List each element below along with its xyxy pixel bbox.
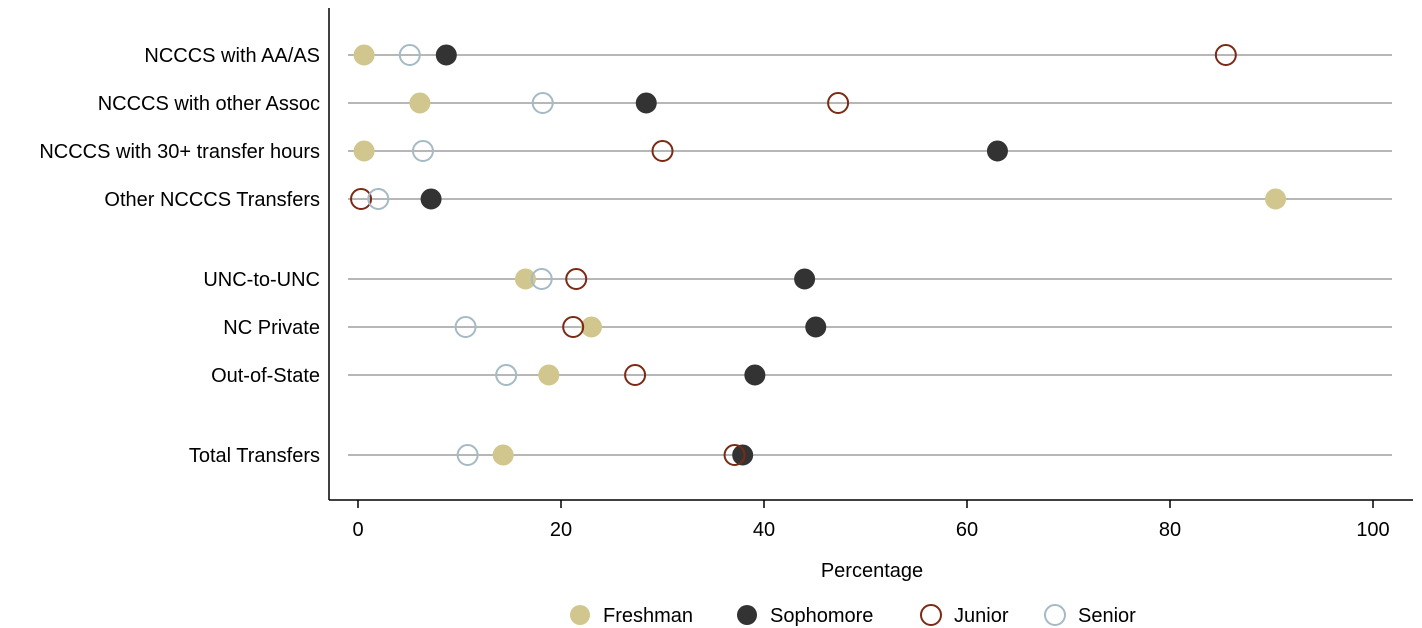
category-label: NCCCS with other Assoc bbox=[98, 93, 320, 115]
legend: Freshman Sophomore Junior Senior bbox=[570, 604, 1136, 627]
data-point-junior bbox=[723, 444, 746, 466]
legend-item: Junior bbox=[920, 604, 1009, 627]
data-point-sophomore bbox=[986, 140, 1008, 162]
data-point-senior bbox=[367, 188, 390, 210]
legend-item: Senior bbox=[1044, 604, 1136, 627]
data-point-freshman bbox=[492, 444, 514, 466]
category-label: Out-of-State bbox=[211, 365, 320, 387]
legend-label: Junior bbox=[954, 605, 1009, 627]
data-point-freshman bbox=[353, 140, 375, 162]
data-point-senior bbox=[530, 268, 553, 290]
legend-item: Freshman bbox=[570, 605, 693, 627]
category-label: NCCCS with 30+ transfer hours bbox=[39, 141, 320, 163]
legend-marker bbox=[570, 605, 590, 625]
data-point-junior bbox=[827, 92, 850, 114]
legend-label: Sophomore bbox=[770, 605, 873, 627]
x-axis-ticks: 0 20 40 60 80 100 bbox=[352, 500, 1390, 541]
x-tick-label: 60 bbox=[956, 519, 978, 541]
x-tick-label: 100 bbox=[1356, 519, 1389, 541]
category-label: NCCCS with AA/AS bbox=[144, 45, 320, 67]
data-point-sophomore bbox=[744, 364, 766, 386]
data-point-senior bbox=[456, 444, 479, 466]
data-point-sophomore bbox=[805, 316, 827, 338]
data-point-freshman bbox=[538, 364, 560, 386]
category-label: UNC-to-UNC bbox=[203, 269, 320, 291]
data-point-sophomore bbox=[794, 268, 816, 290]
data-point-freshman bbox=[514, 268, 536, 290]
data-point-junior bbox=[565, 268, 588, 290]
x-tick-label: 20 bbox=[550, 519, 572, 541]
data-point-junior bbox=[624, 364, 647, 386]
x-axis-title: Percentage bbox=[821, 560, 923, 582]
data-point-senior bbox=[454, 316, 477, 338]
data-points bbox=[350, 44, 1287, 466]
legend-marker bbox=[1044, 604, 1066, 626]
data-point-senior bbox=[398, 44, 421, 66]
data-point-freshman bbox=[580, 316, 602, 338]
legend-marker bbox=[737, 605, 757, 625]
data-point-junior bbox=[350, 188, 373, 210]
x-tick-label: 80 bbox=[1159, 519, 1181, 541]
category-label: NC Private bbox=[223, 317, 320, 339]
legend-label: Senior bbox=[1078, 605, 1136, 627]
data-point-freshman bbox=[353, 44, 375, 66]
data-point-junior bbox=[1214, 44, 1237, 66]
legend-marker bbox=[920, 604, 942, 626]
data-point-freshman bbox=[409, 92, 431, 114]
x-tick-label: 40 bbox=[753, 519, 775, 541]
category-label: Total Transfers bbox=[189, 445, 320, 467]
data-point-sophomore bbox=[420, 188, 442, 210]
data-point-sophomore bbox=[732, 444, 754, 466]
data-point-senior bbox=[495, 364, 518, 386]
category-label: Other NCCCS Transfers bbox=[104, 189, 320, 211]
legend-label: Freshman bbox=[603, 605, 693, 627]
data-point-sophomore bbox=[635, 92, 657, 114]
x-tick-label: 0 bbox=[352, 519, 363, 541]
legend-item: Sophomore bbox=[737, 605, 873, 627]
category-labels: NCCCS with AA/AS NCCCS with other Assoc NC… bbox=[39, 45, 320, 467]
reference-lines bbox=[348, 54, 1392, 456]
data-point-senior bbox=[411, 140, 434, 162]
data-point-senior bbox=[531, 92, 554, 114]
data-point-sophomore bbox=[435, 44, 457, 66]
data-point-junior bbox=[562, 316, 585, 338]
data-point-freshman bbox=[1265, 188, 1287, 210]
data-point-junior bbox=[651, 140, 674, 162]
axes bbox=[328, 8, 1413, 501]
